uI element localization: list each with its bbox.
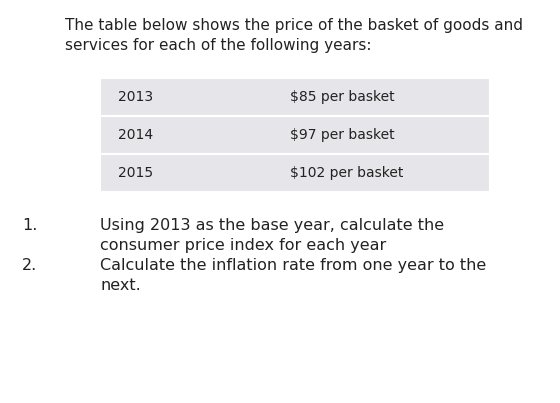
Text: The table below shows the price of the basket of goods and: The table below shows the price of the b…	[65, 18, 523, 33]
Text: $97 per basket: $97 per basket	[290, 128, 395, 142]
Text: services for each of the following years:: services for each of the following years…	[65, 38, 371, 53]
Bar	[100, 78, 490, 116]
Text: $85 per basket: $85 per basket	[290, 90, 395, 104]
Bar	[100, 154, 490, 192]
Text: 1.: 1.	[22, 218, 38, 233]
Text: $102 per basket: $102 per basket	[290, 166, 403, 180]
Text: consumer price index for each year: consumer price index for each year	[100, 238, 386, 253]
Text: next.: next.	[100, 278, 141, 293]
Text: 2.: 2.	[22, 258, 38, 273]
Text: 2013: 2013	[118, 90, 153, 104]
Text: Calculate the inflation rate from one year to the: Calculate the inflation rate from one ye…	[100, 258, 486, 273]
Text: 2015: 2015	[118, 166, 153, 180]
Text: Using 2013 as the base year, calculate the: Using 2013 as the base year, calculate t…	[100, 218, 444, 233]
Bar	[100, 116, 490, 154]
Text: 2014: 2014	[118, 128, 153, 142]
